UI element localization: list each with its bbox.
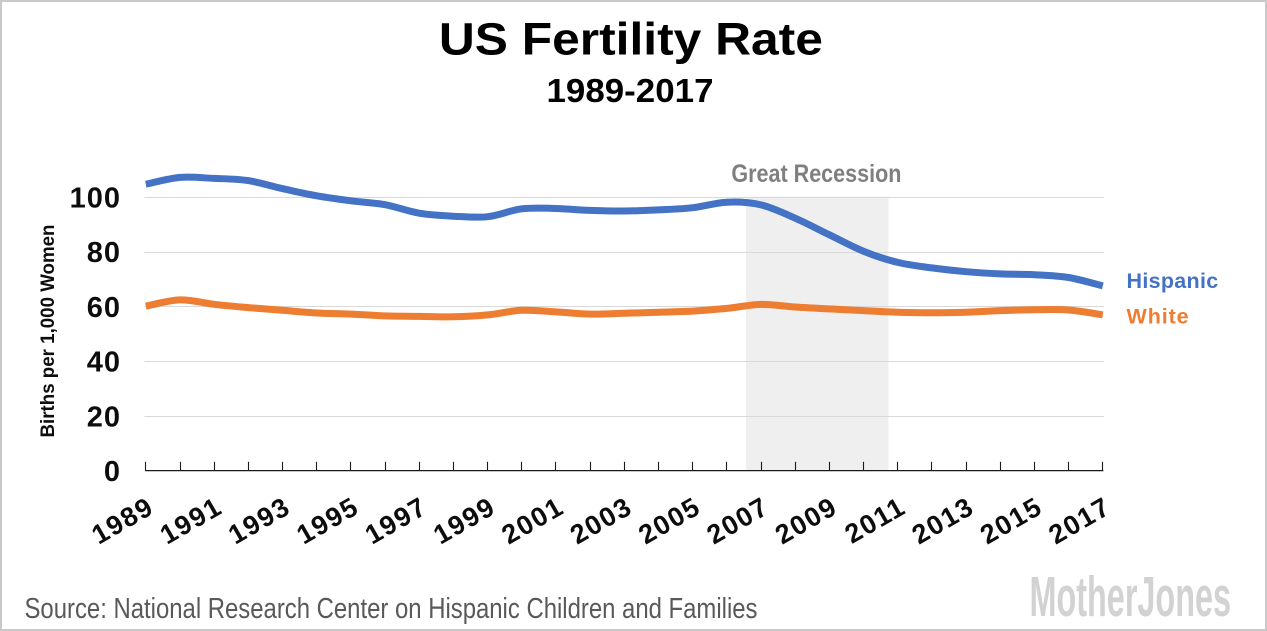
svg-text:Great Recession: Great Recession [731, 160, 901, 188]
svg-text:White: White [1127, 305, 1190, 329]
svg-text:80: 80 [87, 237, 121, 269]
svg-text:MotherJones: MotherJones [1030, 565, 1232, 629]
svg-text:2015: 2015 [975, 491, 1047, 550]
svg-text:40: 40 [87, 347, 121, 379]
svg-text:20: 20 [87, 401, 121, 433]
svg-text:Hispanic: Hispanic [1127, 269, 1219, 293]
svg-text:1997: 1997 [360, 491, 432, 550]
svg-text:2013: 2013 [907, 491, 979, 550]
svg-text:2009: 2009 [770, 491, 842, 550]
svg-text:1999: 1999 [428, 491, 500, 550]
svg-text:2017: 2017 [1044, 491, 1116, 550]
svg-text:2007: 2007 [702, 491, 774, 550]
svg-text:1993: 1993 [223, 491, 295, 550]
svg-text:1989-2017: 1989-2017 [547, 72, 714, 109]
svg-text:2011: 2011 [840, 491, 911, 549]
svg-text:1995: 1995 [292, 491, 364, 550]
svg-text:1989: 1989 [87, 491, 159, 550]
svg-text:2003: 2003 [565, 491, 637, 550]
svg-text:Source: National Research Cent: Source: National Research Center on Hisp… [25, 593, 758, 625]
svg-text:60: 60 [87, 292, 121, 324]
svg-text:2001: 2001 [497, 491, 569, 550]
svg-text:Births per 1,000 Women: Births per 1,000 Women [38, 225, 59, 438]
svg-text:1991: 1991 [155, 491, 227, 550]
svg-text:100: 100 [70, 183, 121, 215]
svg-text:0: 0 [104, 456, 121, 488]
svg-text:US Fertility Rate: US Fertility Rate [439, 14, 823, 65]
svg-text:2005: 2005 [633, 491, 705, 550]
